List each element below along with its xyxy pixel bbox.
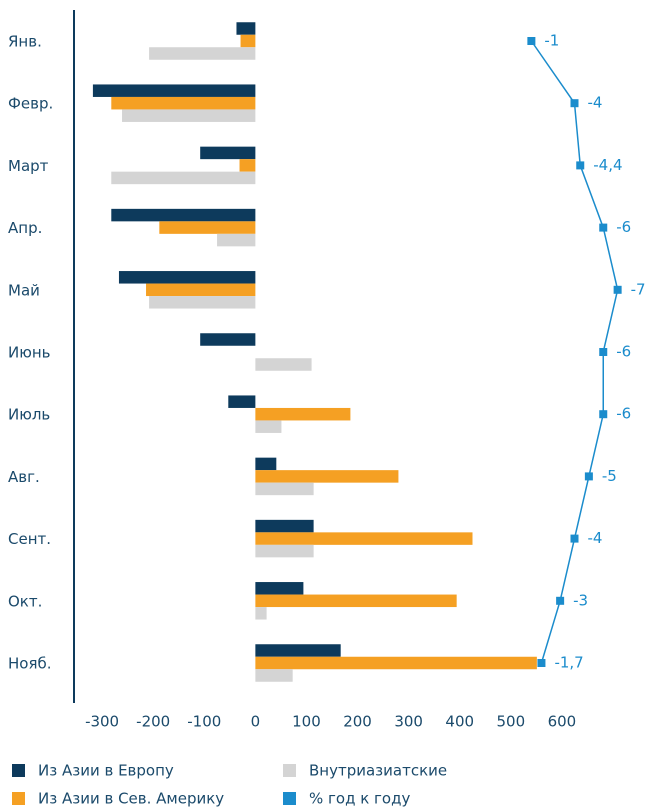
legend-swatch: [12, 792, 25, 805]
y-tick-label: Янв.: [8, 33, 42, 51]
line-marker: [599, 348, 608, 356]
legend-label: Внутриазиатские: [309, 762, 447, 780]
bar: [118, 271, 256, 284]
bar: [255, 407, 351, 421]
bar: [255, 644, 341, 657]
data-label: -3: [573, 591, 588, 609]
line-marker: [613, 285, 622, 294]
y-tick-label: Окт.: [8, 592, 42, 610]
bar: [149, 296, 256, 309]
x-tick-label: 400: [445, 713, 474, 731]
bar: [146, 283, 256, 297]
data-label: -7: [631, 280, 646, 298]
bar: [240, 34, 256, 48]
bar: [255, 669, 293, 682]
data-label: -6: [616, 218, 631, 236]
bar: [255, 470, 399, 483]
data-label: -4: [588, 529, 603, 547]
bar: [255, 607, 267, 620]
bar: [255, 358, 312, 371]
y-tick-label: Июнь: [8, 344, 51, 362]
legend-label: Из Азии в Европу: [38, 762, 174, 780]
line-marker: [576, 161, 585, 170]
data-label: -1: [544, 32, 559, 50]
data-label: -6: [616, 343, 631, 361]
bar: [255, 457, 277, 471]
bar: [236, 22, 256, 35]
bar: [255, 582, 304, 595]
line-marker: [584, 472, 593, 481]
bar: [122, 109, 256, 122]
bar: [228, 395, 256, 408]
legend-label: % год к году: [309, 790, 410, 808]
line-marker: [570, 99, 579, 108]
x-tick-label: -200: [136, 713, 170, 731]
data-label: -6: [616, 405, 631, 423]
x-tick-label: -300: [85, 713, 119, 731]
line-marker: [556, 596, 565, 605]
line-marker: [570, 534, 579, 543]
bar: [92, 84, 256, 97]
legend-swatch: [283, 764, 296, 777]
y-tick-label: Май: [8, 281, 40, 299]
bar: [111, 171, 256, 185]
bar: [111, 208, 256, 222]
bar: [159, 221, 256, 234]
x-tick-label: -100: [187, 713, 221, 731]
y-tick-label: Нояб.: [8, 655, 52, 673]
legend-swatch: [283, 792, 296, 805]
x-tick-label: 300: [394, 713, 423, 731]
legend-label: Из Азии в Сев. Америку: [38, 790, 224, 808]
line-marker: [599, 410, 608, 419]
bar: [239, 159, 256, 172]
bar: [255, 532, 473, 545]
x-tick-label: 500: [496, 713, 525, 731]
bar: [217, 233, 256, 247]
y-tick-label: Февр.: [8, 95, 53, 113]
legend-swatch: [12, 764, 25, 777]
y-tick-label: Сент.: [8, 530, 51, 548]
bar: [255, 656, 537, 670]
bar: [111, 96, 256, 110]
bar: [255, 544, 314, 558]
line-marker: [537, 659, 546, 667]
bar: [149, 47, 256, 60]
data-label: -5: [602, 467, 617, 485]
line-marker: [527, 37, 536, 45]
bar: [200, 146, 256, 160]
data-label: -4,4: [593, 156, 622, 174]
x-tick-label: 0: [251, 713, 261, 731]
line-marker: [599, 223, 608, 232]
x-tick-label: 100: [292, 713, 321, 731]
y-tick-label: Март: [8, 157, 49, 175]
x-tick-label: 600: [548, 713, 577, 731]
data-label: -4: [588, 94, 603, 112]
y-tick-label: Авг.: [8, 468, 40, 486]
data-label: -1,7: [554, 654, 583, 672]
bar: [200, 333, 256, 346]
bar: [255, 519, 314, 533]
bar: [255, 482, 314, 496]
bar: [255, 594, 457, 608]
bar: [255, 420, 282, 433]
y-tick-label: Апр.: [8, 219, 42, 237]
x-tick-label: 200: [343, 713, 372, 731]
y-tick-label: Июль: [8, 406, 50, 424]
